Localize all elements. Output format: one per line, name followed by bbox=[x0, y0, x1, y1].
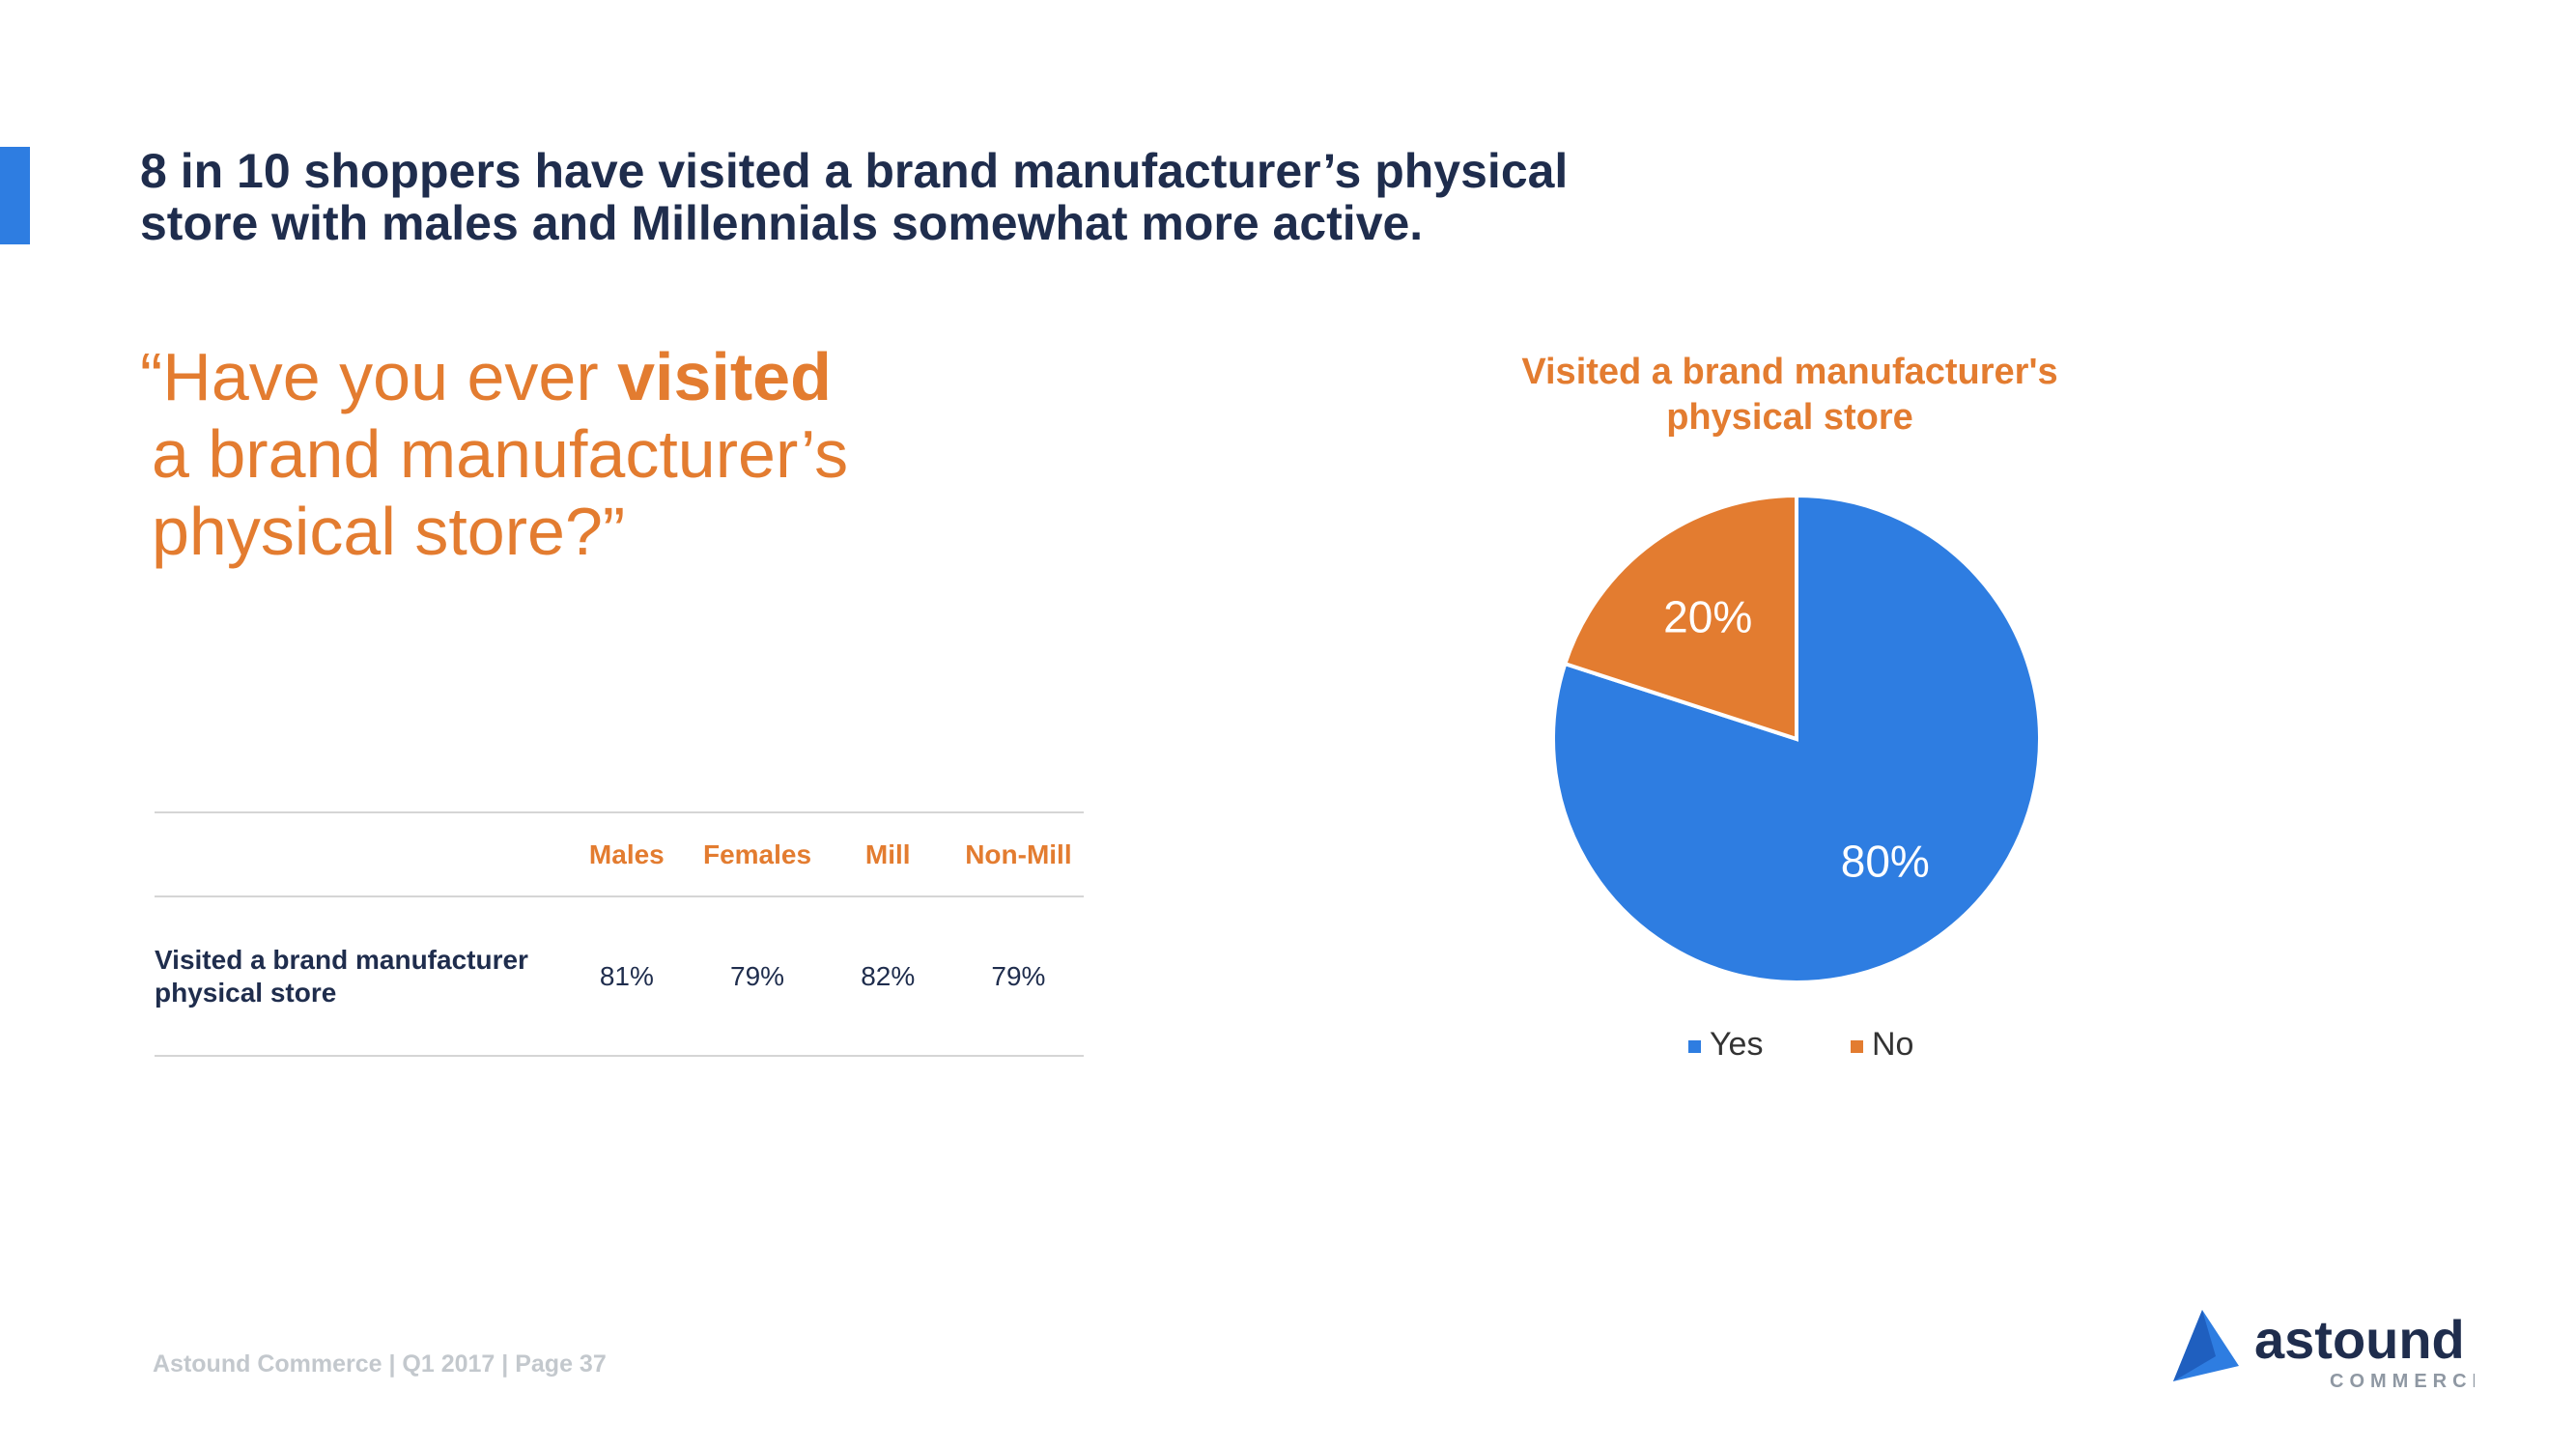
survey-question-line-2: a brand manufacturer’s bbox=[152, 416, 849, 492]
row-label: Visited a brand manufacturer physical st… bbox=[155, 944, 561, 1009]
page-title-line-1: 8 in 10 shoppers have visited a brand ma… bbox=[140, 144, 1569, 198]
column-header-non-mill: Non-Mill bbox=[965, 838, 1072, 869]
accent-bar bbox=[0, 147, 30, 244]
legend-label-yes: Yes bbox=[1710, 1026, 1763, 1063]
survey-question-prefix: “Have you ever bbox=[140, 339, 618, 414]
value-females: 79% bbox=[730, 960, 785, 991]
chart-title-line-1: Visited a brand manufacturer's bbox=[1521, 352, 2057, 392]
value-mill: 82% bbox=[861, 960, 916, 991]
pie-chart: Visited a brand manufacturer's physical … bbox=[1521, 352, 2057, 1063]
chart-title-line-2: physical store bbox=[1666, 397, 1913, 438]
page-title-line-2: store with males and Millennials somewha… bbox=[140, 196, 1424, 250]
table-rule-middle bbox=[155, 895, 1084, 897]
column-header-males: Males bbox=[588, 838, 665, 869]
astound-commerce-logo: astound COMMERCE bbox=[2173, 1309, 2475, 1392]
pie-slice-no bbox=[1562, 493, 1798, 742]
survey-question-line-1: “Have you ever visited bbox=[140, 338, 1106, 415]
logo-subtext: COMMERCE bbox=[2330, 1371, 2475, 1392]
data-label-yes: 80% bbox=[1841, 836, 1930, 886]
data-label-no: 20% bbox=[1663, 592, 1752, 642]
row-label-line-1: Visited a brand manufacturer bbox=[155, 944, 528, 975]
page-title: 8 in 10 shoppers have visited a brand ma… bbox=[140, 145, 1685, 249]
legend-swatch-yes bbox=[1688, 1040, 1701, 1053]
logo-wordmark: astound bbox=[2254, 1309, 2465, 1370]
breakdown-table: Males Females Mill Non-Mill Visited a br… bbox=[155, 811, 1084, 1057]
legend-swatch-no bbox=[1851, 1040, 1863, 1053]
value-non-mill: 79% bbox=[991, 960, 1046, 991]
table-rule-top bbox=[155, 811, 1084, 813]
table-row: Visited a brand manufacturer physical st… bbox=[155, 897, 1084, 1055]
legend-label-no: No bbox=[1872, 1026, 1913, 1063]
column-header-females: Females bbox=[702, 838, 812, 869]
logo-mark-shade bbox=[2173, 1310, 2216, 1381]
table-rule-bottom bbox=[155, 1055, 1084, 1057]
value-males: 81% bbox=[599, 960, 654, 991]
survey-question-highlight: visited bbox=[617, 339, 832, 414]
table-header-row: Males Females Mill Non-Mill bbox=[155, 813, 1084, 895]
survey-question: “Have you ever visited a brand manufactu… bbox=[140, 338, 1106, 570]
column-header-mill: Mill bbox=[864, 838, 911, 869]
survey-question-line-3: physical store?” bbox=[152, 494, 626, 569]
footer-text: Astound Commerce | Q1 2017 | Page 37 bbox=[153, 1350, 607, 1378]
row-label-line-2: physical store bbox=[155, 977, 337, 1008]
